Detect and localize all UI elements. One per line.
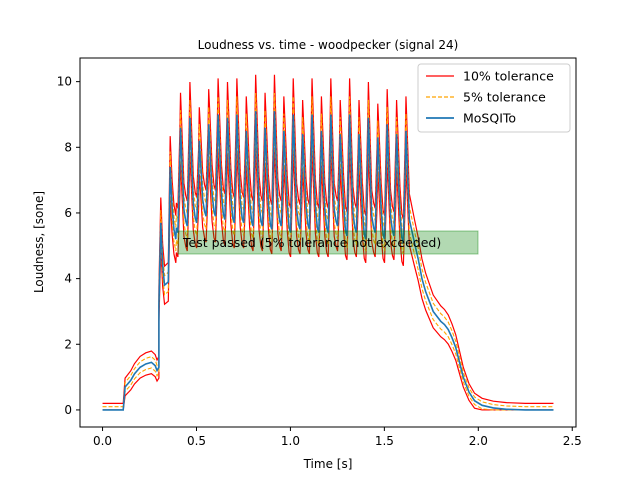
y-axis-label: Loudness, [sone]	[32, 191, 46, 293]
y-tick-label: 4	[64, 272, 72, 286]
legend-label: 5% tolerance	[463, 90, 546, 105]
chart-title: Loudness vs. time - woodpecker (signal 2…	[198, 38, 459, 52]
legend-label: 10% tolerance	[463, 69, 554, 84]
annotation-box: Test passed (5% tolerance not exceeded)	[177, 230, 479, 255]
y-tick-label: 6	[64, 206, 72, 220]
series-5pct-upper-line	[102, 92, 554, 408]
x-tick-label: 0.0	[93, 434, 112, 448]
y-tick-label: 8	[64, 140, 72, 154]
legend-entries: 10% tolerance 5% tolerance MoSQITo	[426, 69, 554, 126]
y-tick-label: 2	[64, 337, 72, 351]
x-tick-label: 1.0	[281, 434, 300, 448]
legend: 10% tolerance 5% tolerance MoSQITo	[417, 63, 571, 133]
x-axis-label: Time [s]	[303, 457, 353, 471]
y-tick-label: 0	[64, 403, 72, 417]
annotation-text: Test passed (5% tolerance not exceeded)	[182, 235, 441, 250]
x-axis-ticks: 0.0 0.5 1.0 1.5 2.0 2.5	[93, 427, 582, 448]
axes-border	[79, 57, 577, 428]
annotation-background	[177, 230, 479, 255]
legend-label: MoSQITo	[463, 111, 516, 126]
x-tick-label: 1.5	[375, 434, 394, 448]
y-tick-label: 10	[57, 75, 72, 89]
series-mosqito-line	[102, 111, 554, 411]
x-tick-label: 0.5	[187, 434, 206, 448]
x-tick-label: 2.0	[469, 434, 488, 448]
series-layer	[102, 74, 554, 411]
axes-frame	[79, 57, 577, 428]
x-tick-label: 2.5	[563, 434, 582, 448]
legend-frame	[417, 63, 571, 133]
y-axis-ticks: 0 2 4 6 8 10	[57, 75, 80, 417]
series-10pct-upper-line	[102, 74, 554, 404]
